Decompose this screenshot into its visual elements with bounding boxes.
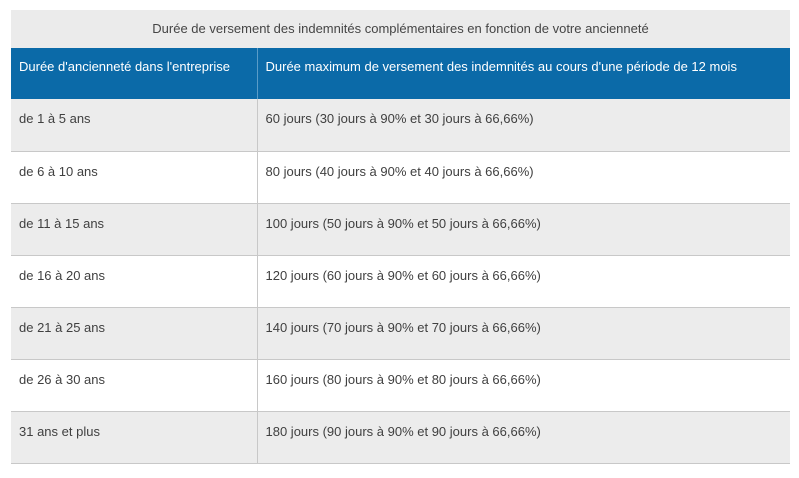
duration-cell: 120 jours (60 jours à 90% et 60 jours à … [257,255,790,308]
duration-cell: 160 jours (80 jours à 90% et 80 jours à … [257,359,790,412]
table-row: de 11 à 15 ans 100 jours (50 jours à 90%… [11,203,790,256]
indemnity-table-container: Durée de versement des indemnités complé… [11,10,790,464]
seniority-cell: de 1 à 5 ans [11,99,258,152]
table-row: de 6 à 10 ans 80 jours (40 jours à 90% e… [11,151,790,204]
table-row: 31 ans et plus 180 jours (90 jours à 90%… [11,411,790,464]
duration-cell: 80 jours (40 jours à 90% et 40 jours à 6… [257,151,790,204]
seniority-cell: de 21 à 25 ans [11,307,258,360]
table-row: de 1 à 5 ans 60 jours (30 jours à 90% et… [11,99,790,152]
duration-cell: 60 jours (30 jours à 90% et 30 jours à 6… [257,99,790,152]
table-header: Durée d'ancienneté dans l'entreprise Dur… [11,48,790,99]
table-body: de 1 à 5 ans 60 jours (30 jours à 90% et… [11,99,790,464]
seniority-cell: de 6 à 10 ans [11,151,258,204]
table-row: de 16 à 20 ans 120 jours (60 jours à 90%… [11,255,790,308]
duration-cell: 180 jours (90 jours à 90% et 90 jours à … [257,411,790,464]
seniority-cell: de 16 à 20 ans [11,255,258,308]
indemnity-table: Durée d'ancienneté dans l'entreprise Dur… [11,48,790,464]
seniority-cell: 31 ans et plus [11,411,258,464]
duration-cell: 100 jours (50 jours à 90% et 50 jours à … [257,203,790,256]
table-row: de 26 à 30 ans 160 jours (80 jours à 90%… [11,359,790,412]
table-caption: Durée de versement des indemnités complé… [11,10,790,48]
seniority-cell: de 26 à 30 ans [11,359,258,412]
duration-cell: 140 jours (70 jours à 90% et 70 jours à … [257,307,790,360]
header-seniority: Durée d'ancienneté dans l'entreprise [11,48,258,99]
header-max-duration: Durée maximum de versement des indemnité… [257,48,790,99]
table-row: de 21 à 25 ans 140 jours (70 jours à 90%… [11,307,790,360]
seniority-cell: de 11 à 15 ans [11,203,258,256]
header-row: Durée d'ancienneté dans l'entreprise Dur… [11,48,790,99]
